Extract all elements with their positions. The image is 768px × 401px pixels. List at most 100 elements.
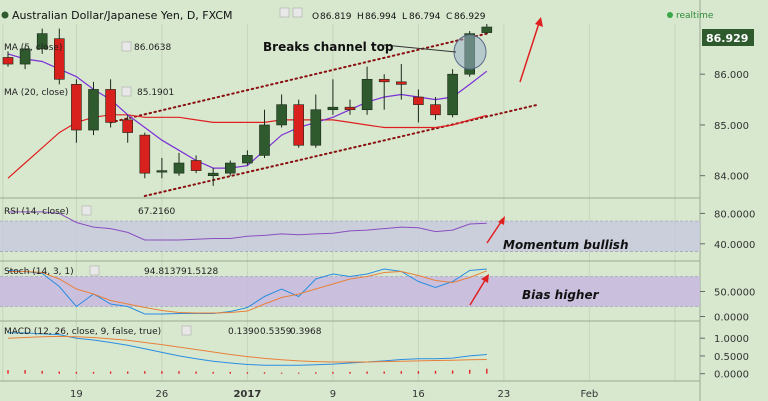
ma5-series-line	[7, 53, 488, 169]
ma20-settings-icon[interactable]	[121, 86, 132, 97]
stoch-d-series-line	[8, 270, 487, 314]
stoch-arrow-icon	[469, 276, 488, 306]
upward-arrows	[469, 17, 543, 306]
candle	[122, 114, 133, 143]
candle	[88, 81, 99, 136]
x-tick-label: 2017	[233, 389, 261, 400]
y-tick-label: 85.000	[714, 121, 749, 132]
stoch-legend: Stoch (14, 3, 1) 94.8137 91.5128	[4, 265, 218, 277]
ma5-legend: MA (5, close) 86.0638	[4, 41, 171, 53]
rsi-label: RSI (14, close)	[4, 207, 69, 217]
rsi-value: 67.2160	[138, 207, 175, 217]
candle	[276, 94, 287, 128]
eye-icon[interactable]	[279, 7, 290, 18]
y-tick-label: 86.000	[714, 70, 749, 81]
signal-series-line	[7, 335, 487, 363]
y-axis-ticks: 84.000 85.000 86.000 40.0000 80.0000 0.0000 50…	[700, 70, 755, 381]
macd-legend: MACD (12, 26, close, 9, false, true) 0.1…	[4, 325, 322, 337]
candle	[430, 97, 441, 120]
candle	[327, 79, 339, 115]
y-tick-label: 80.0000	[714, 209, 755, 220]
candle	[2, 51, 14, 67]
stoch-k-series-line	[7, 268, 487, 315]
momentum-annotation-text: Momentum bullish	[503, 238, 629, 252]
candle	[36, 28, 48, 54]
chart-header: Australian Dollar/Japanese Yen, D, FXCM …	[1, 7, 714, 22]
candle	[447, 69, 458, 118]
stoch-k-value: 94.8137	[144, 267, 181, 277]
ma5-label: MA (5, close)	[4, 43, 62, 53]
candle	[395, 64, 407, 100]
candle	[173, 152, 185, 176]
macd-series-line	[8, 332, 487, 366]
stoch-settings-icon[interactable]	[89, 265, 100, 276]
candle	[344, 99, 356, 115]
price-arrow-icon	[519, 19, 541, 83]
candle	[190, 155, 202, 174]
macd-signal-value: 0.3968	[290, 327, 322, 337]
candle	[310, 94, 322, 148]
breakout-annotation-text: Breaks channel top	[263, 40, 394, 54]
rsi-series-line	[8, 211, 487, 241]
candle	[378, 74, 390, 110]
macd-histogram	[7, 368, 488, 374]
ma20-legend: MA (20, close) 85.1901	[4, 86, 174, 98]
ma20-value: 85.1901	[137, 88, 174, 98]
candle	[207, 168, 219, 186]
candle	[105, 79, 116, 128]
macd-settings-icon[interactable]	[181, 325, 192, 336]
breakout-annotation: Breaks channel top	[263, 34, 487, 70]
rsi-settings-icon[interactable]	[81, 205, 92, 216]
candlesticks	[2, 23, 493, 186]
macd-hist-value: 0.1390	[228, 327, 260, 337]
x-axis-ticks: 19 26 2017 9 16 23 Feb	[70, 389, 598, 400]
x-tick-label: 9	[330, 389, 336, 400]
breakout-pointer-line	[383, 44, 457, 53]
settings-icon[interactable]	[292, 7, 303, 18]
breakout-highlight-ellipse	[453, 34, 487, 70]
rsi-legend: RSI (14, close) 67.2160	[4, 205, 175, 217]
candle	[259, 109, 270, 158]
symbol-status-icon	[1, 11, 9, 19]
candle	[139, 132, 151, 179]
chart-title: Australian Dollar/Japanese Yen, D, FXCM	[12, 9, 233, 22]
ma20-label: MA (20, close)	[4, 88, 68, 98]
x-tick-label: 19	[70, 389, 83, 400]
y-tick-label: 0.0000	[714, 313, 749, 324]
realtime-dot-icon	[667, 12, 673, 18]
realtime-label: realtime	[676, 11, 714, 21]
bias-annotation-text: Bias higher	[522, 288, 600, 302]
stoch-label: Stoch (14, 3, 1)	[4, 267, 74, 277]
x-tick-label: 16	[412, 389, 425, 400]
channel-lower-line	[143, 103, 540, 197]
candle	[293, 99, 305, 148]
ma5-settings-icon[interactable]	[121, 41, 132, 52]
stoch-d-value: 91.5128	[181, 267, 218, 277]
rsi-band	[0, 221, 700, 252]
candle	[242, 150, 253, 166]
ohlc-readout: O86.819 H86.994 L 86.794 C 86.929	[312, 12, 486, 22]
candle	[19, 46, 31, 70]
candle	[361, 66, 373, 115]
ma5-value: 86.0638	[134, 43, 171, 53]
macd-macd-value: 0.5359	[260, 327, 292, 337]
x-tick-label: Feb	[581, 389, 599, 400]
panel-separators	[0, 0, 701, 401]
macd-label: MACD (12, 26, close, 9, false, true)	[4, 327, 161, 337]
x-tick-label: 23	[498, 389, 511, 400]
candle	[413, 89, 424, 123]
x-tick-label: 26	[156, 389, 169, 400]
last-price-tag: 86.929	[702, 29, 754, 46]
y-tick-label: 40.0000	[714, 240, 755, 251]
y-tick-label: 50.0000	[714, 288, 755, 299]
candle	[71, 79, 82, 143]
ma20-series-line	[7, 114, 487, 179]
y-tick-label: 0.5000	[714, 352, 749, 363]
y-tick-label: 84.000	[714, 172, 749, 183]
candle	[53, 28, 65, 85]
y-tick-label: 1.0000	[714, 334, 749, 345]
candle	[481, 23, 493, 35]
y-tick-label: 0.0000	[714, 370, 749, 381]
